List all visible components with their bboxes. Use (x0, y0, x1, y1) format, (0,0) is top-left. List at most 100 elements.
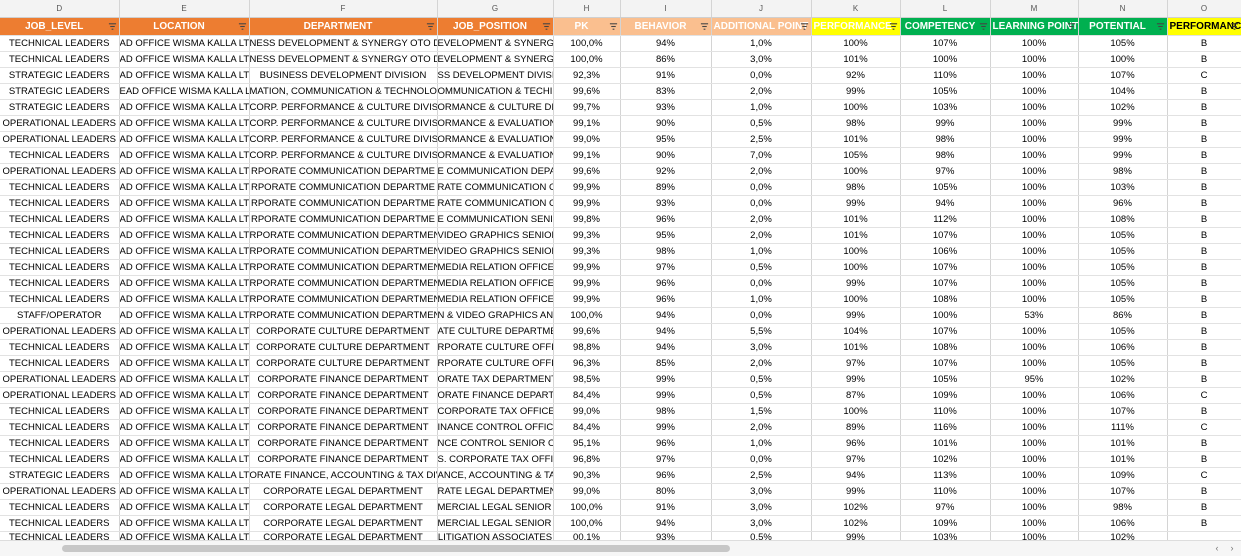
table-cell[interactable]: 100% (990, 531, 1078, 540)
table-cell[interactable]: 86% (620, 51, 711, 67)
table-cell[interactable]: B (1167, 179, 1241, 195)
table-cell[interactable]: B (1167, 291, 1241, 307)
table-cell[interactable]: 2,5% (711, 467, 811, 483)
table-cell[interactable]: E COMMUNICATION SENIC (437, 211, 553, 227)
filter-dropdown-icon[interactable] (1156, 22, 1165, 31)
table-cell[interactable]: 100% (990, 51, 1078, 67)
table-cell[interactable]: AD OFFICE WISMA KALLA LT. (119, 355, 249, 371)
table-cell[interactable]: VIDEO GRAPHICS SENIOR (437, 243, 553, 259)
table-cell[interactable]: AD OFFICE WISMA KALLA LT. (119, 275, 249, 291)
table-cell[interactable]: 100% (990, 147, 1078, 163)
table-cell[interactable]: 106% (900, 243, 990, 259)
table-cell[interactable]: TECHNICAL LEADERS (0, 451, 119, 467)
table-cell[interactable]: 86% (1078, 307, 1167, 323)
table-cell[interactable]: 100% (1078, 51, 1167, 67)
table-cell[interactable]: B (1167, 131, 1241, 147)
table-cell[interactable]: 100% (811, 243, 900, 259)
table-cell[interactable]: 107% (900, 275, 990, 291)
table-cell[interactable]: 99% (811, 307, 900, 323)
table-cell[interactable]: TECHNICAL LEADERS (0, 211, 119, 227)
table-cell[interactable]: AD OFFICE WISMA KALLA LT. (119, 179, 249, 195)
table-cell[interactable]: 93% (620, 531, 711, 540)
table-cell[interactable]: TECHNICAL LEADERS (0, 435, 119, 451)
table-cell[interactable]: B (1167, 51, 1241, 67)
table-cell[interactable]: 2,0% (711, 419, 811, 435)
table-cell[interactable]: 107% (900, 227, 990, 243)
column-letter[interactable]: D (0, 0, 119, 17)
table-cell[interactable]: 0,0% (711, 451, 811, 467)
table-cell[interactable]: B (1167, 211, 1241, 227)
table-cell[interactable]: 3,0% (711, 499, 811, 515)
table-cell[interactable]: 102% (811, 499, 900, 515)
table-cell[interactable]: 100% (990, 323, 1078, 339)
table-cell[interactable]: 5,5% (711, 323, 811, 339)
table-cell[interactable]: 100% (990, 163, 1078, 179)
table-cell[interactable]: 97% (620, 259, 711, 275)
table-cell[interactable]: 105% (1078, 35, 1167, 51)
table-cell[interactable]: AD OFFICE WISMA KALLA LT. (119, 115, 249, 131)
table-cell[interactable]: 0,0% (711, 275, 811, 291)
table-cell[interactable]: 00,1% (553, 531, 620, 540)
table-cell[interactable]: AD OFFICE WISMA KALLA LT. (119, 435, 249, 451)
table-cell[interactable]: 108% (900, 339, 990, 355)
table-cell[interactable]: 100% (990, 387, 1078, 403)
table-cell[interactable]: 99,6% (553, 323, 620, 339)
table-cell[interactable]: 94% (811, 467, 900, 483)
table-cell[interactable]: 93% (620, 195, 711, 211)
table-cell[interactable]: 1,0% (711, 435, 811, 451)
table-cell[interactable]: STRATEGIC LEADERS (0, 67, 119, 83)
column-letter[interactable]: L (900, 0, 990, 17)
table-cell[interactable]: OPERATIONAL LEADERS (0, 131, 119, 147)
table-cell[interactable]: ATE CULTURE DEPARTME (437, 323, 553, 339)
table-cell[interactable]: 94% (620, 35, 711, 51)
table-cell[interactable]: 99% (811, 195, 900, 211)
table-cell[interactable]: 102% (1078, 99, 1167, 115)
table-cell[interactable]: 98% (1078, 163, 1167, 179)
filter-dropdown-icon[interactable] (542, 22, 551, 31)
table-cell[interactable]: 0,5% (711, 371, 811, 387)
table-cell[interactable]: 99% (620, 371, 711, 387)
table-cell[interactable]: B (1167, 515, 1241, 531)
table-cell[interactable]: CORPORATE CULTURE DEPARTMENT (249, 355, 437, 371)
column-letter[interactable]: G (437, 0, 553, 17)
filter-dropdown-icon[interactable] (609, 22, 618, 31)
table-cell[interactable]: 95% (620, 227, 711, 243)
table-cell[interactable]: 103% (900, 99, 990, 115)
table-cell[interactable]: CORPORATE CULTURE DEPARTMENT (249, 323, 437, 339)
table-cell[interactable]: B (1167, 371, 1241, 387)
table-cell[interactable]: TECHNICAL LEADERS (0, 515, 119, 531)
table-cell[interactable]: CORPORATE FINANCE DEPARTMENT (249, 387, 437, 403)
table-cell[interactable]: 91% (620, 67, 711, 83)
table-cell[interactable]: MEDIA RELATION OFFICER (437, 291, 553, 307)
table-cell[interactable]: 97% (811, 451, 900, 467)
table-cell[interactable]: 98% (1078, 499, 1167, 515)
table-cell[interactable]: 107% (1078, 403, 1167, 419)
table-cell[interactable]: OPERATIONAL LEADERS (0, 483, 119, 499)
table-cell[interactable]: B (1167, 163, 1241, 179)
table-cell[interactable]: 100,0% (553, 307, 620, 323)
filter-dropdown-icon[interactable] (426, 22, 435, 31)
table-cell[interactable]: 100% (990, 355, 1078, 371)
table-cell[interactable]: 80% (620, 483, 711, 499)
table-cell[interactable]: AD OFFICE WISMA KALLA LT. (119, 259, 249, 275)
table-cell[interactable]: 107% (900, 323, 990, 339)
table-cell[interactable]: 3,0% (711, 339, 811, 355)
table-cell[interactable]: 100% (990, 83, 1078, 99)
table-cell[interactable]: ORMANCE & EVALUATION (437, 115, 553, 131)
table-cell[interactable]: 110% (900, 67, 990, 83)
table-cell[interactable]: 100% (990, 131, 1078, 147)
table-cell[interactable]: 95% (990, 371, 1078, 387)
table-cell[interactable]: 96% (620, 467, 711, 483)
table-cell[interactable]: CORPORATE FINANCE DEPARTMENT (249, 371, 437, 387)
table-cell[interactable]: AD OFFICE WISMA KALLA LT. (119, 163, 249, 179)
table-cell[interactable]: CORP. PERFORMANCE & CULTURE DIVISIO (249, 147, 437, 163)
table-cell[interactable]: 99% (811, 483, 900, 499)
table-cell[interactable]: AD OFFICE WISMA KALLA LT. (119, 387, 249, 403)
table-cell[interactable]: TECHNICAL LEADERS (0, 355, 119, 371)
table-cell[interactable]: ORMANCE & EVALUATION (437, 147, 553, 163)
table-cell[interactable]: OPERATIONAL LEADERS (0, 387, 119, 403)
table-cell[interactable]: 100% (811, 35, 900, 51)
table-cell[interactable]: NESS DEVELOPMENT & SYNERGY OTO DIV (249, 35, 437, 51)
table-cell[interactable]: 108% (900, 291, 990, 307)
table-cell[interactable]: 103% (1078, 179, 1167, 195)
